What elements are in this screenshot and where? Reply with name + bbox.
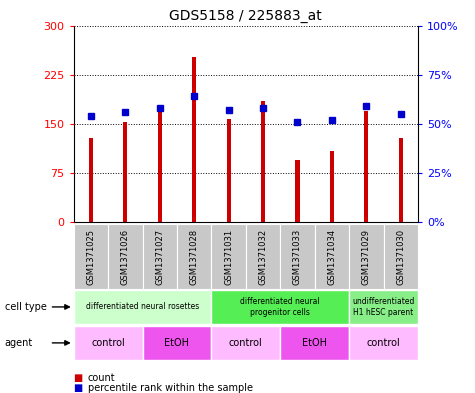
Bar <box>74 326 142 360</box>
Bar <box>211 290 349 324</box>
Text: control: control <box>367 338 400 348</box>
Bar <box>349 224 384 289</box>
Text: GSM1371027: GSM1371027 <box>155 229 164 285</box>
Text: GSM1371025: GSM1371025 <box>86 229 95 285</box>
Bar <box>295 160 300 222</box>
Text: GSM1371026: GSM1371026 <box>121 229 130 285</box>
Text: differentiated neural rosettes: differentiated neural rosettes <box>86 303 199 311</box>
Text: GSM1371029: GSM1371029 <box>362 229 371 285</box>
Bar <box>142 326 211 360</box>
Bar <box>399 138 403 222</box>
Text: control: control <box>91 338 125 348</box>
Text: GSM1371031: GSM1371031 <box>224 229 233 285</box>
Bar <box>177 224 211 289</box>
Text: differentiated neural
progenitor cells: differentiated neural progenitor cells <box>240 297 320 317</box>
Bar <box>349 290 418 324</box>
Bar <box>330 151 334 222</box>
Text: GSM1371032: GSM1371032 <box>258 229 267 285</box>
Bar <box>108 224 142 289</box>
Text: GSM1371033: GSM1371033 <box>293 229 302 285</box>
Bar <box>142 224 177 289</box>
Text: undifferentiated
H1 hESC parent: undifferentiated H1 hESC parent <box>352 297 415 317</box>
Bar <box>314 224 349 289</box>
Bar <box>384 224 418 289</box>
Text: ■: ■ <box>74 373 83 383</box>
Text: GSM1371030: GSM1371030 <box>396 229 405 285</box>
Text: GSM1371034: GSM1371034 <box>327 229 336 285</box>
Text: cell type: cell type <box>5 302 47 312</box>
Text: count: count <box>88 373 115 383</box>
Bar <box>261 101 265 222</box>
Text: control: control <box>229 338 263 348</box>
Bar <box>280 326 349 360</box>
Bar <box>211 326 280 360</box>
Bar <box>74 290 211 324</box>
Text: percentile rank within the sample: percentile rank within the sample <box>88 383 253 393</box>
Bar <box>74 224 108 289</box>
Bar <box>123 123 127 222</box>
Text: agent: agent <box>5 338 33 348</box>
Text: EtOH: EtOH <box>302 338 327 348</box>
Bar <box>280 224 314 289</box>
Bar <box>192 57 196 222</box>
Bar <box>89 138 93 222</box>
Text: EtOH: EtOH <box>164 338 190 348</box>
Title: GDS5158 / 225883_at: GDS5158 / 225883_at <box>170 9 322 23</box>
Bar <box>349 326 418 360</box>
Bar <box>211 224 246 289</box>
Bar <box>246 224 280 289</box>
Text: ■: ■ <box>74 383 83 393</box>
Bar <box>158 112 162 222</box>
Bar <box>364 111 369 222</box>
Bar <box>227 119 231 222</box>
Text: GSM1371028: GSM1371028 <box>190 229 199 285</box>
